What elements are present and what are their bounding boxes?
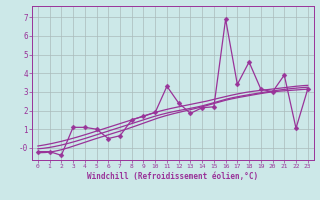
X-axis label: Windchill (Refroidissement éolien,°C): Windchill (Refroidissement éolien,°C) (87, 172, 258, 181)
